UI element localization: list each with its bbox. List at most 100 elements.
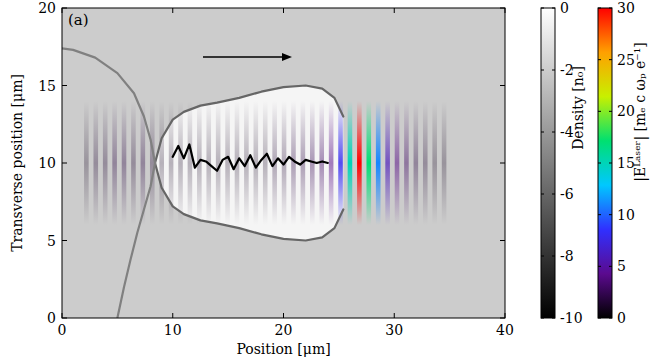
- laser-stripe: [188, 101, 193, 225]
- background-density: [62, 8, 505, 318]
- laser-stripe: [131, 101, 136, 225]
- density-structure: [62, 48, 155, 163]
- figure: 01020304005101520Position [μm]Transverse…: [0, 0, 655, 360]
- x-axis-label: Position [μm]: [236, 341, 330, 357]
- y-tick-label: 15: [38, 78, 56, 94]
- y-tick: [62, 163, 67, 164]
- colorbar-tick: [541, 132, 544, 133]
- colorbar-tick: [598, 59, 601, 60]
- laser-stripe: [122, 101, 127, 225]
- y-tick: [500, 318, 505, 319]
- colorbar-tick-label: 0: [560, 0, 569, 16]
- laser-stripe: [395, 101, 400, 225]
- laser-stripe: [366, 101, 371, 225]
- colorbar: [541, 8, 555, 318]
- y-tick: [62, 240, 67, 241]
- colorbar-tick-label: 30: [617, 0, 635, 16]
- colorbar-tick: [598, 163, 601, 164]
- colorbar-tick: [598, 266, 601, 267]
- frame: [62, 8, 505, 318]
- colorbar-tick: [598, 214, 601, 215]
- colorbar-tick: [609, 266, 612, 267]
- colorbar-tick: [598, 318, 601, 319]
- laser-stripe: [432, 101, 437, 225]
- laser-stripe: [404, 101, 409, 225]
- laser-stripe: [84, 101, 89, 225]
- y-axis-label: Transverse position [μm]: [9, 74, 25, 252]
- y-tick: [500, 8, 505, 9]
- x-tick-label: 0: [58, 322, 67, 338]
- density-structure: [155, 163, 343, 241]
- x-tick: [172, 8, 173, 13]
- laser-stripe: [150, 101, 155, 225]
- colorbar-tick: [552, 318, 555, 319]
- colorbar-tick: [541, 70, 544, 71]
- y-tick: [500, 163, 505, 164]
- laser-stripe: [423, 101, 428, 225]
- laser-stripe: [385, 101, 390, 225]
- laser-stripe: [348, 101, 353, 225]
- colorbar-tick-label: 5: [617, 258, 626, 274]
- laser-stripe: [357, 101, 362, 225]
- laser-stripe: [103, 101, 108, 225]
- colorbar-tick: [552, 70, 555, 71]
- x-tick: [62, 8, 63, 13]
- laser-stripe: [442, 101, 447, 225]
- x-tick-label: 20: [275, 322, 293, 338]
- y-tick: [500, 240, 505, 241]
- y-tick: [62, 8, 67, 9]
- laser-stripe: [159, 101, 164, 225]
- density-structure: [155, 86, 343, 164]
- colorbar-tick: [552, 8, 555, 9]
- colorbar-tick: [609, 111, 612, 112]
- arrow-head: [282, 53, 292, 61]
- colorbar-tick: [598, 111, 601, 112]
- y-tick-label: 10: [38, 155, 56, 171]
- density-structure: [173, 144, 328, 170]
- colorbar-tick: [609, 8, 612, 9]
- x-tick-label: 30: [385, 322, 403, 338]
- x-tick: [505, 313, 506, 318]
- colorbar-tick: [598, 8, 601, 9]
- x-tick: [283, 313, 284, 318]
- plot-area: [62, 8, 505, 318]
- colorbar-tick: [552, 256, 555, 257]
- y-tick-label: 20: [38, 0, 56, 16]
- x-tick: [505, 8, 506, 13]
- colorbar-tick-label: -10: [560, 310, 583, 326]
- colorbar-tick: [609, 318, 612, 319]
- colorbar-tick-label: 10: [617, 207, 635, 223]
- laser-stripe: [291, 101, 296, 225]
- colorbar-label: Density [n₀]: [570, 66, 586, 150]
- colorbar-tick: [609, 59, 612, 60]
- x-tick: [62, 313, 63, 318]
- colorbar-tick: [541, 194, 544, 195]
- laser-stripe: [414, 101, 419, 225]
- colorbar-tick: [552, 132, 555, 133]
- colorbar: [598, 8, 612, 318]
- y-tick: [500, 85, 505, 86]
- colorbar-tick-label: -8: [560, 248, 574, 264]
- colorbar-tick: [552, 194, 555, 195]
- x-tick: [172, 313, 173, 318]
- laser-stripe: [338, 101, 343, 225]
- y-tick: [62, 85, 67, 86]
- colorbar-tick: [541, 256, 544, 257]
- y-tick: [62, 318, 67, 319]
- laser-stripe: [329, 101, 334, 225]
- laser-stripe: [216, 101, 221, 225]
- laser-stripe: [225, 101, 230, 225]
- y-tick-label: 5: [47, 233, 56, 249]
- laser-stripe: [93, 101, 98, 225]
- panel-label: (a): [68, 11, 89, 29]
- colorbar-tick: [541, 318, 544, 319]
- arrow: [203, 56, 284, 57]
- laser-stripe: [178, 101, 183, 225]
- y-tick-label: 0: [47, 310, 56, 326]
- laser-stripe: [263, 101, 268, 225]
- x-tick: [394, 8, 395, 13]
- laser-stripe: [112, 101, 117, 225]
- laser-stripe: [376, 101, 381, 225]
- density-structure: [117, 163, 155, 318]
- x-tick: [394, 313, 395, 318]
